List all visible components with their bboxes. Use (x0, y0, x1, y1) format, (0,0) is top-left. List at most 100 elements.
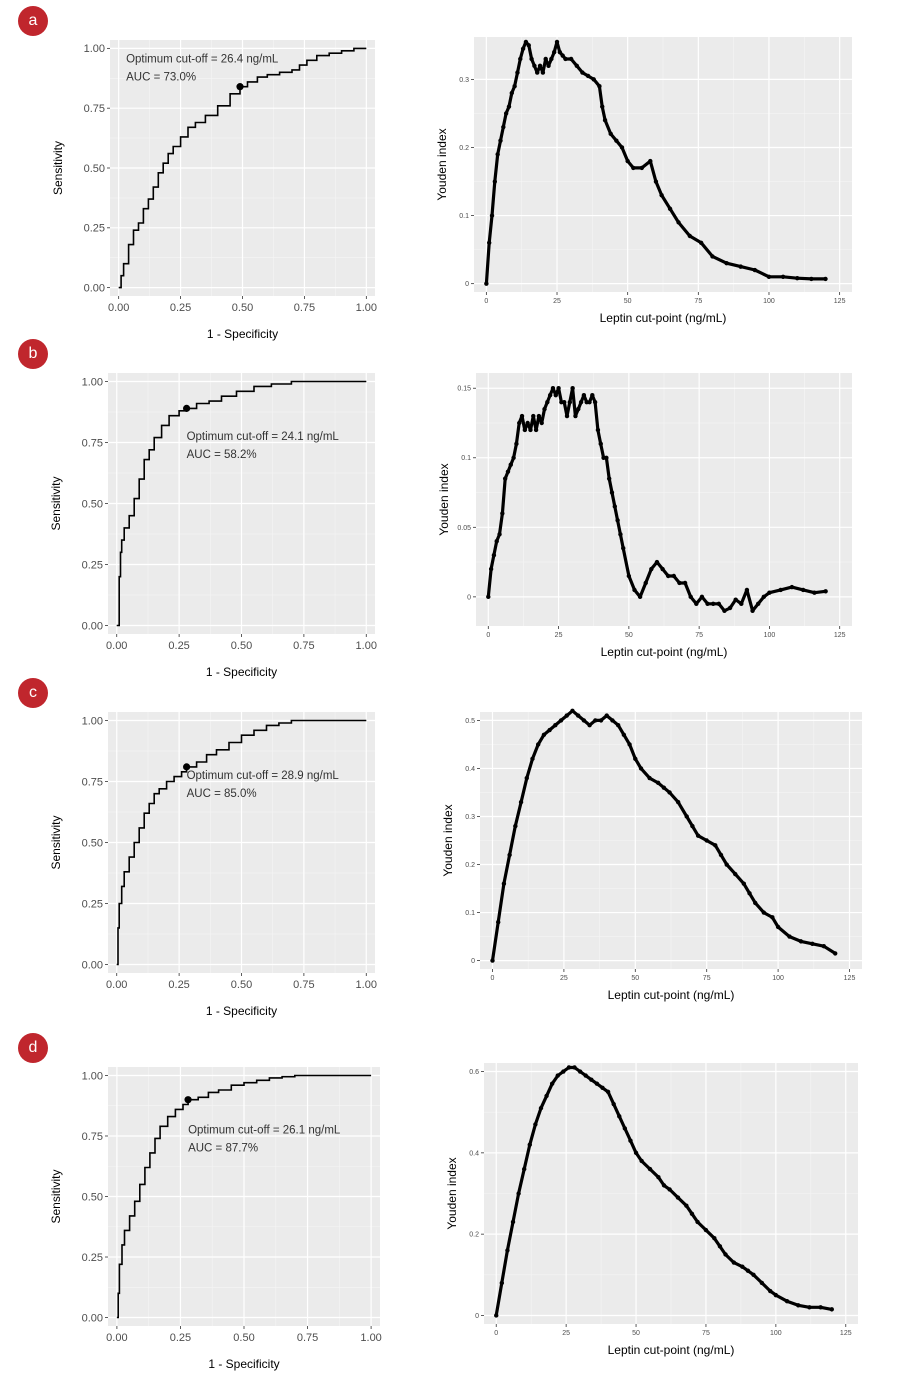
youden-point (536, 413, 542, 419)
y-tick-label: 0.00 (82, 959, 103, 971)
youden-point (544, 1093, 549, 1099)
optimum-point (236, 83, 244, 91)
youden-point (577, 1069, 583, 1074)
youden-point (694, 601, 699, 607)
x-tick-label: 0.50 (232, 302, 253, 314)
x-tick-label: 0.25 (170, 302, 191, 314)
youden-point (767, 590, 772, 595)
youden-point (724, 261, 729, 266)
youden-point (687, 233, 693, 239)
youden-point (540, 70, 546, 75)
annotation-text: Optimum cut-off = 26.4 ng/mL (126, 54, 279, 66)
youden-point (752, 267, 758, 273)
y-tick-label: 0.4 (465, 766, 475, 773)
youden-point (561, 1069, 566, 1074)
x-tick-label: 50 (631, 975, 639, 982)
x-tick-label: 0.00 (106, 1332, 127, 1344)
youden-point (578, 399, 584, 405)
optimum-point (183, 404, 191, 412)
y-tick-label: 1.00 (82, 376, 103, 388)
y-axis-title: Youden index (437, 463, 451, 535)
youden-point (649, 566, 654, 572)
x-tick-label: 100 (772, 975, 784, 982)
x-axis-title: 1 - Specificity (206, 1004, 277, 1018)
youden-point (573, 413, 578, 419)
x-tick-label: 75 (694, 298, 702, 305)
y-tick-label: 0.25 (84, 223, 105, 235)
x-tick-label: 25 (553, 298, 561, 305)
youden-point (521, 1166, 527, 1172)
youden-point (660, 566, 665, 572)
youden-point (744, 587, 750, 593)
youden-point (625, 158, 630, 164)
y-tick-label: 0.2 (469, 1232, 479, 1239)
youden-point (531, 413, 536, 419)
youden-point (581, 718, 587, 723)
youden-point (710, 254, 715, 259)
x-tick-label: 100 (764, 632, 776, 639)
youden-point (698, 240, 704, 246)
youden-point (546, 63, 551, 68)
annotation-text: AUC = 73.0% (126, 72, 196, 84)
y-tick-label: 0.75 (82, 1131, 103, 1143)
roc-chart-a: 0.00 0.25 0.50 0.75 1.00 0.00 0.25 0.50 0.75 1.00… (51, 40, 377, 341)
youden-point (632, 587, 637, 593)
youden-point (784, 1299, 790, 1304)
y-tick-label: 0 (475, 1313, 479, 1320)
x-tick-label: 75 (702, 1330, 710, 1337)
y-tick-label: 1.00 (82, 1070, 103, 1082)
youden-point (833, 951, 838, 956)
y-tick-label: 0.3 (465, 814, 475, 821)
y-tick-label: 0.6 (469, 1069, 479, 1076)
annotation-text: Optimum cut-off = 26.1 ng/mL (188, 1125, 341, 1137)
youden-point (585, 73, 591, 79)
youden-point (498, 138, 503, 143)
roc-curve (116, 380, 367, 627)
youden-point (553, 723, 558, 728)
youden-point (710, 601, 716, 607)
youden-point (723, 1252, 728, 1257)
youden-point (690, 823, 695, 829)
youden-point (545, 399, 550, 405)
x-tick-label: 100 (770, 1330, 782, 1337)
youden-point (516, 1191, 521, 1196)
x-tick-label: 0 (486, 632, 490, 639)
youden-point (600, 1085, 605, 1090)
y-tick-label: 0.3 (459, 77, 469, 84)
youden-point (604, 713, 609, 718)
youden-point (563, 56, 568, 62)
y-tick-label: 0.75 (84, 103, 105, 115)
youden-point (628, 1138, 633, 1143)
youden-point (795, 276, 800, 281)
roc-curve (116, 719, 367, 966)
y-tick-label: 0.25 (82, 1252, 103, 1264)
youden-point (703, 1227, 709, 1233)
y-tick-label: 0.50 (84, 163, 105, 175)
youden-point (488, 566, 494, 572)
youden-point (600, 104, 605, 109)
youden-point (549, 56, 554, 62)
x-tick-label: 0 (491, 975, 495, 982)
youden-point (823, 276, 828, 282)
youden-point (505, 1248, 510, 1253)
x-axis-title: Leptin cut-point (ng/mL) (608, 988, 735, 1002)
youden-point (533, 1122, 538, 1127)
youden-point (753, 900, 758, 906)
y-tick-label: 0.25 (82, 559, 103, 571)
youden-point (610, 718, 615, 723)
optimum-point (184, 1096, 192, 1104)
youden-point (555, 1073, 560, 1078)
youden-point (621, 732, 627, 738)
youden-point (733, 597, 738, 602)
youden-point (604, 455, 609, 460)
youden-point (515, 70, 520, 75)
youden-point (587, 723, 592, 728)
youden-point (740, 1264, 745, 1269)
youden-point (661, 785, 667, 790)
youden-point (556, 386, 561, 391)
y-tick-label: 0.50 (82, 1191, 103, 1203)
youden-point (542, 406, 547, 412)
x-tick-label: 50 (632, 1330, 640, 1337)
youden-point (591, 77, 596, 82)
y-tick-label: 0 (471, 958, 475, 965)
